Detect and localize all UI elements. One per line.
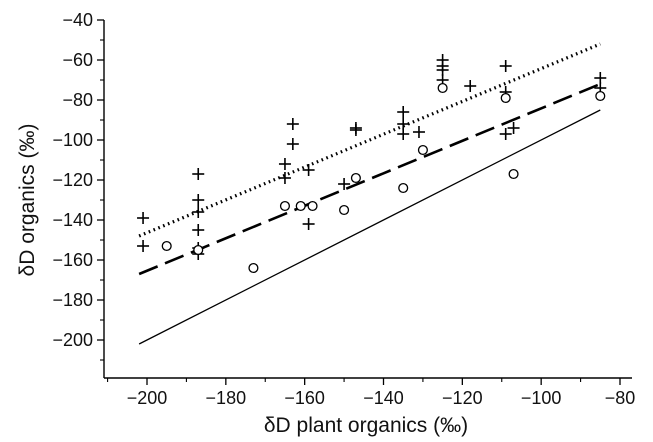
x-axis-title: δD plant organics (‰) — [264, 414, 468, 437]
circle-marker — [339, 204, 350, 216]
plus-marker — [302, 164, 315, 176]
circle-marker — [295, 200, 306, 212]
circle-marker — [161, 240, 172, 252]
plus-marker — [499, 128, 512, 140]
x-tick-label: −200 — [127, 388, 168, 408]
y-axis-title: δD organics (‰) — [16, 124, 39, 277]
x-tick-label: −140 — [363, 388, 404, 408]
circle-marker — [398, 182, 409, 194]
y-tick-label: −60 — [62, 50, 93, 70]
plus-marker — [412, 126, 425, 138]
circle-marker — [417, 144, 428, 156]
plus-marker — [278, 172, 291, 184]
x-tick-label: −100 — [521, 388, 562, 408]
y-tick-label: −100 — [52, 130, 93, 150]
y-tick-label: −200 — [52, 330, 93, 350]
plus-marker — [286, 118, 299, 130]
data-points — [137, 54, 607, 274]
circle-marker — [508, 168, 519, 180]
plus-marker — [286, 138, 299, 150]
plus-marker — [137, 240, 150, 252]
plus-marker — [499, 60, 512, 72]
x-tick-label: −120 — [442, 388, 483, 408]
plus-marker — [192, 194, 205, 206]
circle-marker — [248, 262, 259, 274]
dotted-line — [138, 42, 601, 238]
plus-marker — [338, 178, 351, 190]
fit-lines — [138, 42, 601, 345]
plus-marker — [464, 80, 477, 92]
y-tick-label: −160 — [52, 250, 93, 270]
plus-marker — [397, 128, 410, 140]
y-tick-label: −140 — [52, 210, 93, 230]
plus-marker — [397, 106, 410, 118]
plus-marker — [302, 218, 315, 230]
plus-marker — [278, 158, 291, 170]
y-tick-label: −40 — [62, 10, 93, 30]
solid-line — [138, 109, 601, 345]
y-tick-label: −180 — [52, 290, 93, 310]
axes: −200 −180 −160 −140 −120 −100 −80 −40 −60 −80 −100… — [52, 10, 635, 408]
plus-marker — [349, 124, 362, 136]
circle-marker — [350, 172, 361, 184]
plus-marker — [192, 168, 205, 180]
x-tick-label: −160 — [284, 388, 325, 408]
circle-marker — [595, 90, 606, 102]
circle-marker — [307, 200, 318, 212]
circle-marker — [279, 200, 291, 212]
circle-marker — [437, 82, 448, 94]
circle-marker — [193, 244, 204, 256]
y-tick-label: −120 — [52, 170, 93, 190]
plus-marker — [192, 206, 205, 218]
y-tick-label: −80 — [62, 90, 93, 110]
dashed-line — [138, 82, 601, 276]
x-tick-label: −80 — [605, 388, 636, 408]
plus-marker — [192, 224, 205, 236]
plus-marker — [507, 122, 520, 134]
plus-marker — [137, 212, 150, 224]
circle-marker — [500, 92, 511, 104]
x-tick-label: −180 — [206, 388, 247, 408]
